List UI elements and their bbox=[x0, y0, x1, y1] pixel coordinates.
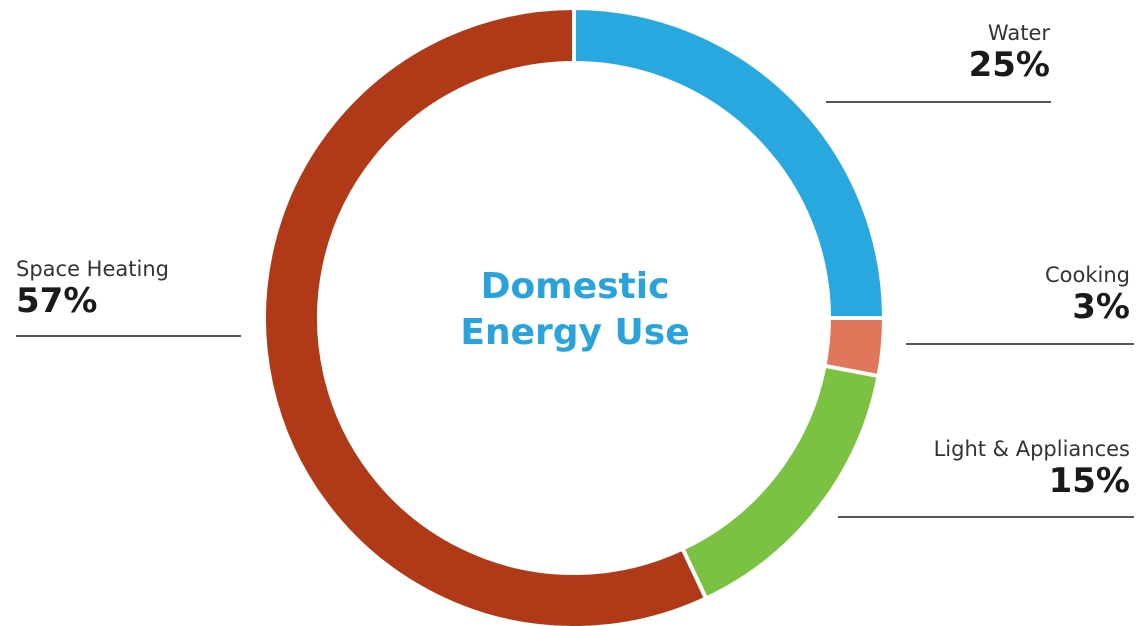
callout-water: Water 25% bbox=[969, 20, 1050, 84]
slice-light-appliances bbox=[679, 363, 881, 602]
callout-water-rule bbox=[826, 101, 1051, 103]
slice-space-heating bbox=[262, 5, 709, 626]
callout-cooking-value: 3% bbox=[1072, 287, 1130, 327]
callout-water-label: Water bbox=[987, 21, 1050, 45]
callout-space-heating-label: Space Heating bbox=[16, 257, 169, 281]
callout-light-appliances-label: Light & Appliances bbox=[933, 437, 1130, 461]
callout-water-value: 25% bbox=[968, 45, 1050, 85]
callout-cooking: Cooking 3% bbox=[1045, 262, 1130, 326]
callout-light-appliances: Light & Appliances 15% bbox=[934, 436, 1130, 500]
callout-space-heating-rule bbox=[16, 335, 241, 337]
chart-title-line-1: Domestic bbox=[480, 266, 670, 307]
callout-cooking-rule bbox=[906, 343, 1134, 345]
callout-space-heating-value: 57% bbox=[16, 281, 98, 321]
chart-title-line-2: Energy Use bbox=[460, 312, 690, 353]
slices-group bbox=[262, 5, 887, 626]
callout-cooking-label: Cooking bbox=[1045, 263, 1130, 287]
callout-light-appliances-value: 15% bbox=[1048, 461, 1130, 501]
callout-space-heating: Space Heating 57% bbox=[16, 256, 169, 320]
chart-title: Domestic Energy Use bbox=[430, 264, 720, 356]
callout-light-appliances-rule bbox=[838, 516, 1134, 518]
